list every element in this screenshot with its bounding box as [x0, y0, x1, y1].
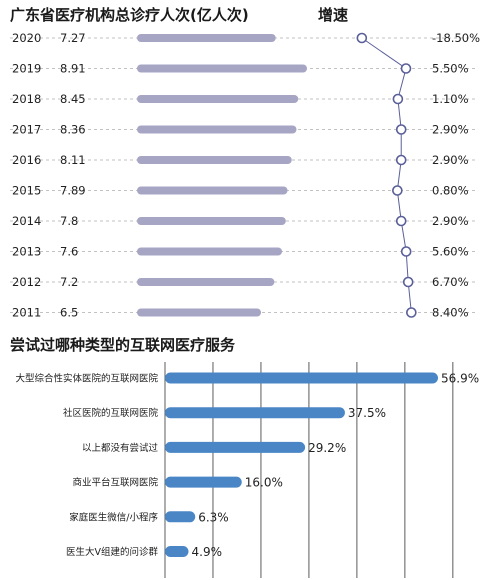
- bar: [165, 546, 189, 557]
- category-label: 以上都没有尝试过: [82, 442, 159, 454]
- year-label: 2011: [12, 306, 41, 320]
- category-label: 商业平台互联网医院: [72, 477, 158, 489]
- year-label: 2013: [12, 245, 41, 259]
- bar: [137, 247, 283, 256]
- bar: [165, 407, 345, 419]
- value-label: 8.91: [60, 62, 86, 76]
- value-label: 7.27: [60, 31, 86, 45]
- visits-chart: 2020 7.27 -18.50% 2019 8.91 5.50% 2018 8.45 1.10…: [10, 31, 480, 320]
- value-label: 8.11: [60, 153, 86, 167]
- growth-point: [395, 154, 407, 166]
- value-label: 16.0%: [245, 476, 283, 490]
- growth-point: [392, 93, 404, 105]
- value-label: 8.36: [60, 123, 86, 137]
- growth-line: [361, 37, 412, 313]
- bar: [137, 156, 292, 164]
- bar: [165, 511, 196, 523]
- growth-point: [400, 246, 412, 257]
- growth-point: [395, 215, 407, 227]
- bar: [137, 278, 275, 286]
- growth-point: [402, 276, 414, 288]
- bar: [137, 34, 276, 42]
- value-label: 7.89: [60, 184, 86, 198]
- value-label: 6.5: [60, 306, 78, 320]
- growth-label: 2.90%: [432, 153, 469, 167]
- growth-point: [356, 32, 368, 44]
- bar: [137, 64, 307, 73]
- growth-label: 5.60%: [432, 245, 469, 259]
- category-label: 社区医院的互联网医院: [63, 407, 159, 419]
- growth-point: [400, 63, 412, 74]
- value-label: 29.2%: [308, 441, 346, 455]
- growth-point: [392, 185, 403, 196]
- bar: [165, 372, 438, 384]
- year-label: 2015: [12, 184, 41, 198]
- value-label: 56.9%: [441, 372, 479, 386]
- value-label: 8.45: [60, 92, 86, 106]
- growth-label: -18.50%: [432, 31, 480, 45]
- year-label: 2012: [12, 275, 41, 289]
- bar: [137, 217, 286, 225]
- value-label: 4.9%: [192, 545, 223, 559]
- growth-label: 0.80%: [432, 184, 469, 198]
- year-label: 2019: [12, 62, 41, 76]
- year-label: 2018: [12, 92, 41, 106]
- bar: [165, 476, 242, 488]
- bar: [137, 186, 288, 195]
- value-label: 7.8: [60, 214, 78, 228]
- value-label: 37.5%: [348, 406, 386, 420]
- value-label: 6.3%: [198, 510, 229, 524]
- category-label: 医生大V组建的问诊群: [66, 546, 158, 558]
- year-label: 2014: [12, 214, 41, 228]
- bar: [137, 95, 299, 103]
- chart2-title: 尝试过哪种类型的互联网医疗服务: [10, 336, 236, 354]
- value-label: 7.6: [60, 245, 78, 259]
- value-label: 7.2: [60, 275, 78, 289]
- year-label: 2016: [12, 153, 41, 167]
- growth-point: [406, 307, 417, 318]
- year-label: 2020: [12, 31, 41, 45]
- growth-title: 增速: [318, 6, 349, 24]
- growth-label: 1.10%: [432, 92, 469, 106]
- bar: [165, 441, 306, 453]
- growth-label: 8.40%: [432, 306, 469, 320]
- growth-label: 2.90%: [432, 123, 469, 137]
- bar: [137, 308, 262, 317]
- category-label: 大型综合性实体医院的互联网医院: [15, 373, 158, 385]
- growth-label: 6.70%: [432, 275, 469, 289]
- growth-label: 5.50%: [432, 62, 469, 76]
- bar: [137, 125, 297, 134]
- chart-title: 广东省医疗机构总诊疗人次(亿人次): [10, 6, 249, 24]
- year-label: 2017: [12, 123, 41, 137]
- category-label: 家庭医生微信/小程序: [69, 511, 158, 523]
- growth-label: 2.90%: [432, 214, 469, 228]
- growth-point: [395, 124, 407, 135]
